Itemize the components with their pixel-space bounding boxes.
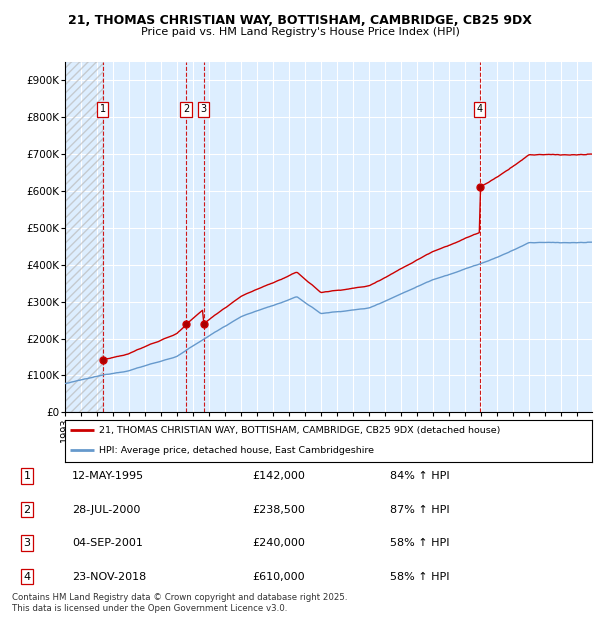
Text: £610,000: £610,000 xyxy=(252,572,305,582)
Text: Contains HM Land Registry data © Crown copyright and database right 2025.
This d: Contains HM Land Registry data © Crown c… xyxy=(12,593,347,613)
Text: £142,000: £142,000 xyxy=(252,471,305,481)
Text: 2: 2 xyxy=(183,104,189,114)
Text: 4: 4 xyxy=(476,104,482,114)
Text: HPI: Average price, detached house, East Cambridgeshire: HPI: Average price, detached house, East… xyxy=(99,446,374,454)
Text: 23-NOV-2018: 23-NOV-2018 xyxy=(72,572,146,582)
Text: 58% ↑ HPI: 58% ↑ HPI xyxy=(390,538,449,548)
Text: 2: 2 xyxy=(23,505,31,515)
Text: 21, THOMAS CHRISTIAN WAY, BOTTISHAM, CAMBRIDGE, CB25 9DX (detached house): 21, THOMAS CHRISTIAN WAY, BOTTISHAM, CAM… xyxy=(99,426,500,435)
Text: £238,500: £238,500 xyxy=(252,505,305,515)
Text: 21, THOMAS CHRISTIAN WAY, BOTTISHAM, CAMBRIDGE, CB25 9DX: 21, THOMAS CHRISTIAN WAY, BOTTISHAM, CAM… xyxy=(68,14,532,27)
Text: 58% ↑ HPI: 58% ↑ HPI xyxy=(390,572,449,582)
Text: 3: 3 xyxy=(23,538,31,548)
Text: Price paid vs. HM Land Registry's House Price Index (HPI): Price paid vs. HM Land Registry's House … xyxy=(140,27,460,37)
Text: 1: 1 xyxy=(23,471,31,481)
Text: 28-JUL-2000: 28-JUL-2000 xyxy=(72,505,140,515)
Text: 87% ↑ HPI: 87% ↑ HPI xyxy=(390,505,449,515)
Text: 12-MAY-1995: 12-MAY-1995 xyxy=(72,471,144,481)
Text: 1: 1 xyxy=(100,104,106,114)
Text: 4: 4 xyxy=(23,572,31,582)
Text: 04-SEP-2001: 04-SEP-2001 xyxy=(72,538,143,548)
Text: 3: 3 xyxy=(200,104,206,114)
Text: 84% ↑ HPI: 84% ↑ HPI xyxy=(390,471,449,481)
Text: £240,000: £240,000 xyxy=(252,538,305,548)
